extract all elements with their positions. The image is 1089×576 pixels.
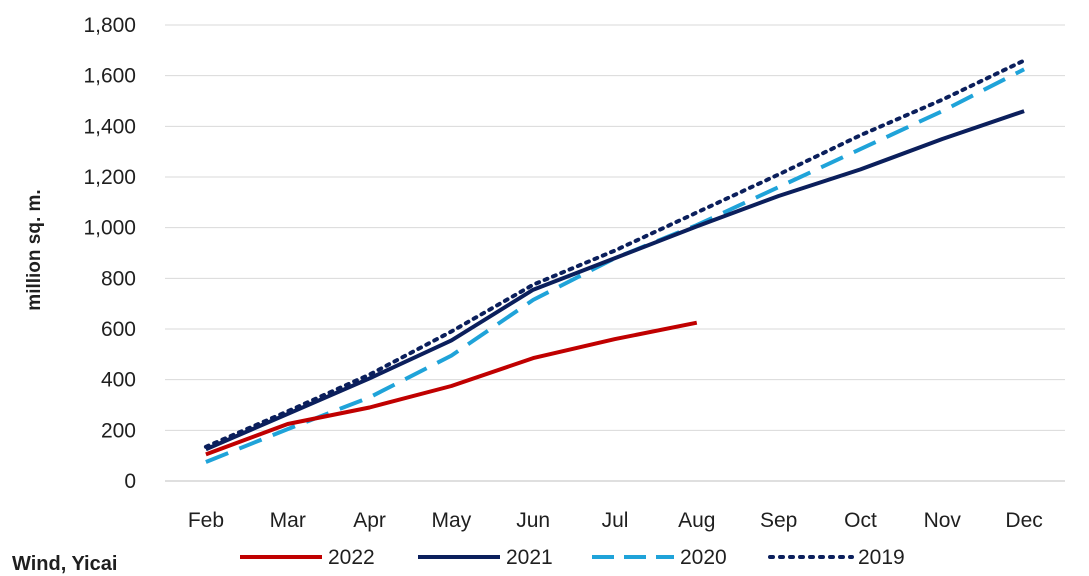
x-tick-jun: Jun <box>516 509 550 532</box>
y-tick-600: 600 <box>101 318 136 341</box>
series-line-2021 <box>205 109 1025 452</box>
x-tick-oct: Oct <box>844 509 877 532</box>
legend-item-2022: 2022 <box>240 546 375 569</box>
x-tick-jul: Jul <box>602 509 629 532</box>
series-line-2019 <box>203 58 1027 449</box>
y-tick-1-600: 1,600 <box>83 65 136 88</box>
gridlines <box>165 24 1065 482</box>
y-axis-ticks: 0 200 400 600 800 1,000 1,200 1,400 1,600 1,800 <box>83 14 136 493</box>
y-tick-0: 0 <box>124 470 136 493</box>
series-line-2020 <box>205 67 1026 464</box>
y-tick-1-800: 1,800 <box>83 14 136 37</box>
legend-label-2022: 2022 <box>328 546 375 569</box>
source-label: Wind, Yicai <box>12 553 117 575</box>
legend-item-2020: 2020 <box>592 546 727 569</box>
x-tick-may: May <box>432 509 472 532</box>
legend-label-2021: 2021 <box>506 546 553 569</box>
x-tick-apr: Apr <box>353 509 386 532</box>
legend: 2022 2021 2020 2019 <box>240 546 905 569</box>
legend-label-2019: 2019 <box>858 546 905 569</box>
legend-item-2021: 2021 <box>418 546 553 569</box>
x-axis-ticks: Feb Mar Apr May Jun Jul Aug Sep Oct Nov Dec <box>188 509 1043 532</box>
legend-label-2020: 2020 <box>680 546 727 569</box>
x-tick-mar: Mar <box>270 509 306 532</box>
series-line-2022 <box>205 320 698 457</box>
y-tick-800: 800 <box>101 267 136 290</box>
series-lines <box>203 58 1027 464</box>
y-tick-200: 200 <box>101 419 136 442</box>
y-tick-400: 400 <box>101 369 136 392</box>
y-tick-1-200: 1,200 <box>83 166 136 189</box>
x-tick-sep: Sep <box>760 509 797 532</box>
legend-item-2019: 2019 <box>768 546 905 569</box>
y-tick-1-000: 1,000 <box>83 217 136 240</box>
x-tick-feb: Feb <box>188 509 224 532</box>
x-tick-dec: Dec <box>1005 509 1042 532</box>
x-tick-nov: Nov <box>924 509 962 532</box>
y-axis-label: million sq. m. <box>24 189 45 310</box>
x-tick-aug: Aug <box>678 509 715 532</box>
y-tick-1-400: 1,400 <box>83 115 136 138</box>
